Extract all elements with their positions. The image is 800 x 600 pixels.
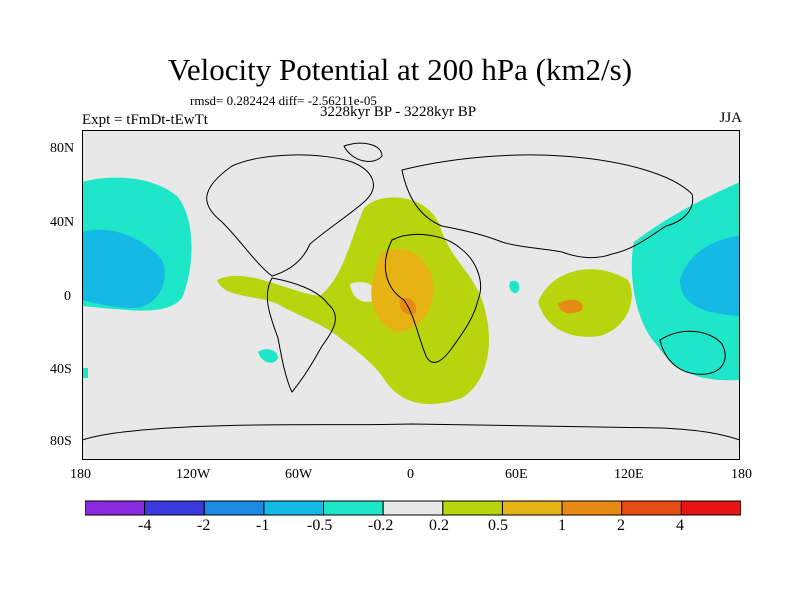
colorbar-label: -0.2	[368, 517, 394, 534]
colorbar-label: -4	[138, 517, 152, 534]
lat-label-0: 0	[64, 289, 71, 304]
lon-label-120w: 120W	[176, 467, 211, 482]
colorbar-box	[203, 500, 265, 516]
lat-label-80n: 80N	[50, 141, 75, 156]
colorbar-box	[442, 500, 503, 516]
coastlines	[82, 142, 740, 441]
lat-label-40s: 40S	[50, 362, 72, 377]
colorbar-box	[621, 500, 682, 516]
colorbar-label: -2	[197, 517, 211, 534]
colorbar-box	[144, 500, 205, 516]
negative-anomaly-pacific-east	[631, 182, 740, 381]
negative-anomaly-south-pacific	[258, 349, 278, 363]
lon-label-60w: 60W	[285, 467, 313, 482]
season-label: JJA	[719, 110, 742, 126]
lat-label-80s: 80S	[50, 434, 72, 449]
colorbar-label: -0.5	[307, 517, 333, 534]
colorbar-box	[263, 500, 325, 516]
map-frame	[82, 130, 740, 460]
lon-label-180w: 180	[70, 467, 91, 482]
negative-anomaly-arabian	[509, 280, 520, 294]
positive-anomaly-indian-ocean	[538, 269, 632, 337]
chart-title: Velocity Potential at 200 hPa (km2/s)	[167, 52, 633, 87]
lon-label-180e: 180	[731, 467, 752, 482]
zero-hole-atlantic	[350, 281, 379, 302]
colorbar-label: -1	[256, 517, 270, 534]
colorbar	[85, 500, 741, 516]
colorbar-box	[323, 500, 384, 516]
colorbar-label: 4	[676, 517, 684, 534]
colorbar-box	[501, 500, 563, 516]
negative-anomaly-edge	[82, 368, 88, 378]
lon-label-120e: 120E	[614, 467, 644, 482]
negative-anomaly-pacific-west	[82, 177, 192, 311]
period-label: 3228kyr BP - 3228kyr BP	[320, 104, 477, 120]
velocity-potential-map	[82, 130, 740, 460]
lat-label-40n: 40N	[50, 215, 75, 230]
stats-text: rmsd= 0.282424 diff= -2.56211e-05	[190, 93, 377, 108]
lon-label-60e: 60E	[505, 467, 528, 482]
lon-label-0: 0	[407, 467, 414, 482]
experiment-label: Expt = tFmDt-tEwTt	[82, 112, 208, 128]
colorbar-box	[680, 500, 741, 516]
colorbar-label: 0.2	[429, 517, 449, 534]
colorbar-label: 1	[558, 517, 566, 534]
colorbar-label: 0.5	[488, 517, 508, 534]
colorbar-box	[561, 500, 623, 516]
colorbar-label: 2	[617, 517, 625, 534]
colorbar-box	[382, 500, 444, 516]
colorbar-box	[85, 500, 146, 516]
